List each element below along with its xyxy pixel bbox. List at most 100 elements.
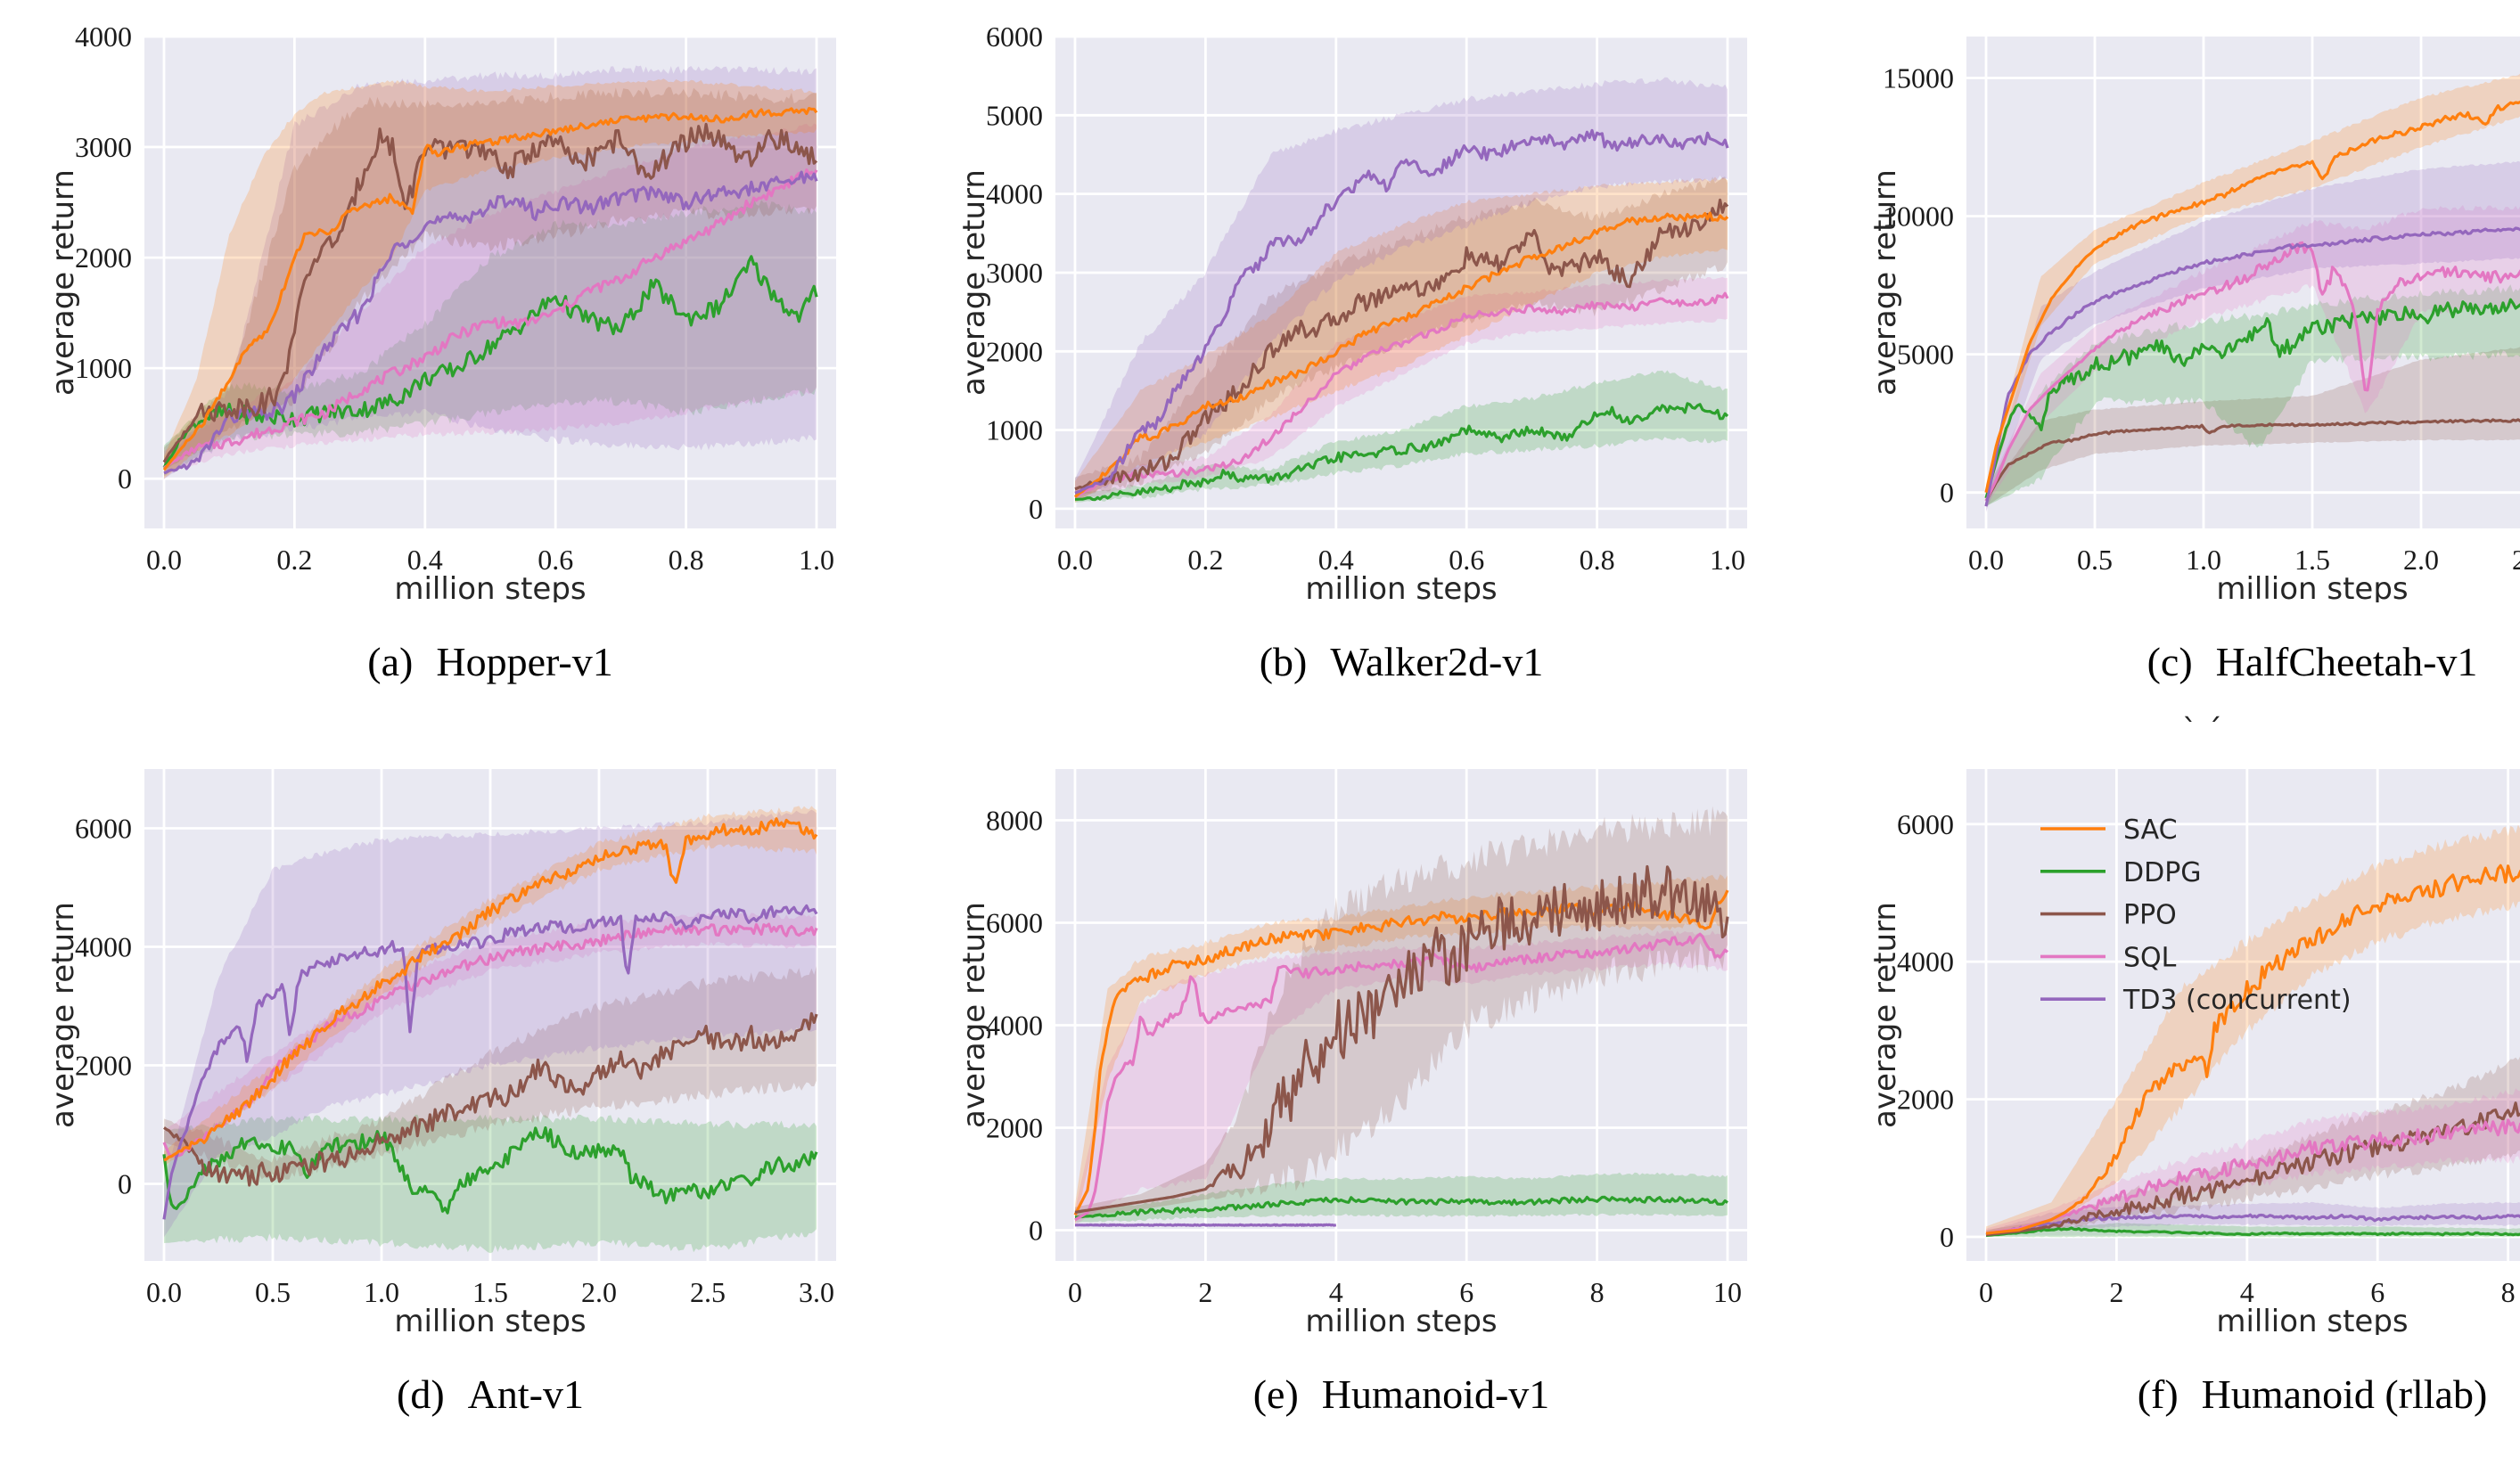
ytick-label: 8000 [986, 805, 1043, 837]
caption-text: Walker2d-v1 [1330, 639, 1544, 684]
line-SAC [162, 107, 818, 471]
xtick-label: 2.5 [690, 1276, 726, 1308]
band-SAC [1075, 874, 1728, 1225]
xtick-label: 0 [1068, 1276, 1082, 1308]
subplot-walker2d: 0 1000 2000 3000 4000 5000 6000 0.0 0.2 0.4 0.6 0.8… [947, 14, 1786, 718]
band-PPO [1075, 176, 1728, 497]
caption-text: Hopper-v1 [436, 639, 613, 684]
band-DDPG [1075, 1172, 1728, 1223]
band-DDPG [164, 1114, 817, 1254]
benchmark-figure: 0 1000 2000 3000 4000 0.0 0.2 0.4 0.6 0.8 1.0 milli… [45, 14, 2520, 1417]
line-SQL [163, 168, 818, 470]
line-PPO [162, 122, 818, 463]
line-TD3 (concurrent) [163, 170, 818, 475]
line-SAC [1073, 211, 1729, 498]
caption-ant: (d) Ant-v1 [144, 1371, 836, 1418]
band-SAC [164, 806, 817, 1166]
ytick-label: 2000 [75, 1050, 132, 1082]
ytick-label: 0 [118, 462, 132, 495]
legend-label-SQL: SQL [2123, 942, 2177, 973]
subplot-humanoid-v1: 0 2000 4000 6000 8000 0 2 4 6 8 10 million steps ave… [947, 747, 1786, 1451]
xtick-label: 3.0 [799, 1276, 834, 1308]
chart-hopper: 0 1000 2000 3000 4000 0.0 0.2 0.4 0.6 0.8 1.0 milli… [45, 20, 836, 602]
line-DDPG [1074, 1195, 1728, 1219]
stray-marks: ˋ ˊ [2182, 713, 2222, 749]
plot-area [1966, 769, 2520, 1261]
y-axis-label: average return [45, 902, 81, 1128]
ytick-label: 6000 [986, 20, 1043, 53]
line-PPO [163, 1011, 818, 1187]
xtick-label: 6 [2370, 1276, 2385, 1308]
ytick-label: 10000 [1883, 201, 1954, 233]
ytick-label: 1000 [986, 414, 1043, 446]
caption-hopper: (a) Hopper-v1 [144, 638, 836, 685]
legend-label-TD3 (concurrent): TD3 (concurrent) [2122, 985, 2352, 1016]
x-axis-label: million steps [2216, 571, 2408, 602]
ytick-label: 1000 [75, 352, 132, 384]
legend-label-PPO: PPO [2123, 900, 2177, 931]
line-DDPG [1075, 402, 1729, 502]
ytick-label: 4000 [986, 1010, 1043, 1042]
band-DDPG [164, 198, 817, 477]
xtick-label: 0.6 [538, 544, 573, 576]
y-axis-label: average return [45, 169, 81, 396]
xtick-label: 1.0 [1710, 544, 1745, 576]
line-TD3 (concurrent) [1074, 1223, 1337, 1227]
ytick-label: 0 [1940, 477, 1954, 509]
ytick-label: 4000 [1897, 945, 1954, 978]
xtick-label: 2.0 [2403, 544, 2439, 576]
ytick-label: 6000 [1897, 808, 1954, 840]
subplot-humanoid-rllab: 02000400060000246810million stepsaverage… [1858, 747, 2520, 1451]
ytick-label: 3000 [986, 257, 1043, 289]
line-DDPG [162, 255, 818, 469]
caption-halfcheetah: (c) HalfCheetah-v1 [1966, 638, 2520, 685]
plot-area [144, 37, 836, 528]
xtick-label: 1.0 [2186, 544, 2221, 576]
line-SQL [1984, 241, 2520, 502]
y-axis-label: average return [1867, 169, 1903, 396]
caption-label: (d) [397, 1371, 445, 1417]
caption-label: (f) [2137, 1371, 2179, 1417]
band-SQL [164, 123, 817, 473]
band-SQL [1986, 205, 2520, 507]
caption-text: Humanoid-v1 [1321, 1371, 1550, 1417]
xtick-label: 0.4 [407, 544, 443, 576]
chart-walker2d: 0 1000 2000 3000 4000 5000 6000 0.0 0.2 0.4 0.6 0.8… [956, 20, 1747, 602]
xtick-label: 0.0 [1968, 544, 2004, 576]
ytick-label: 0 [1029, 493, 1043, 525]
xtick-label: 1.0 [799, 544, 834, 576]
ytick-label: 6000 [986, 907, 1043, 939]
xtick-label: 0.0 [146, 544, 182, 576]
ytick-label: 0 [118, 1168, 132, 1200]
line-TD3 (concurrent) [1984, 226, 2520, 507]
line-DDPG [162, 1126, 818, 1215]
caption-text: Ant-v1 [467, 1371, 584, 1417]
line-PPO [1984, 418, 2520, 502]
ytick-label: 3000 [75, 131, 132, 163]
x-axis-label: million steps [394, 571, 586, 602]
ytick-label: 15000 [1883, 62, 1954, 94]
caption-label: (b) [1259, 639, 1308, 684]
chart-ant: 0 2000 4000 6000 0.0 0.5 1.0 1.5 2.0 2.5 3.0 millio… [45, 769, 836, 1335]
xtick-label: 0 [1979, 1276, 1993, 1308]
ytick-label: 0 [1029, 1215, 1043, 1247]
xtick-label: 0.0 [1057, 544, 1093, 576]
band-TD3 (concurrent) [1075, 77, 1728, 502]
caption-label: (e) [1252, 1371, 1299, 1417]
xtick-label: 0.5 [255, 1276, 291, 1308]
legend-label-SAC: SAC [2123, 814, 2178, 846]
x-axis-label: million steps [394, 1304, 586, 1335]
chart-humanoid-v1: 0 2000 4000 6000 8000 0 2 4 6 8 10 million steps ave… [956, 769, 1747, 1335]
line-TD3 (concurrent) [1074, 128, 1729, 495]
ytick-label: 6000 [75, 813, 132, 845]
line-PPO [1985, 1101, 2520, 1237]
x-axis-label: million steps [1305, 571, 1497, 602]
caption-text: Humanoid (rllab) [2201, 1371, 2488, 1417]
caption-humanoid-rllab: (f) Humanoid (rllab) [1966, 1371, 2520, 1418]
xtick-label: 8 [1590, 1276, 1605, 1308]
ytick-label: 5000 [986, 99, 1043, 131]
xtick-label: 0.8 [669, 544, 704, 576]
band-SAC [1075, 176, 1728, 503]
x-axis-label: million steps [2216, 1304, 2408, 1335]
xtick-label: 2 [1198, 1276, 1212, 1308]
